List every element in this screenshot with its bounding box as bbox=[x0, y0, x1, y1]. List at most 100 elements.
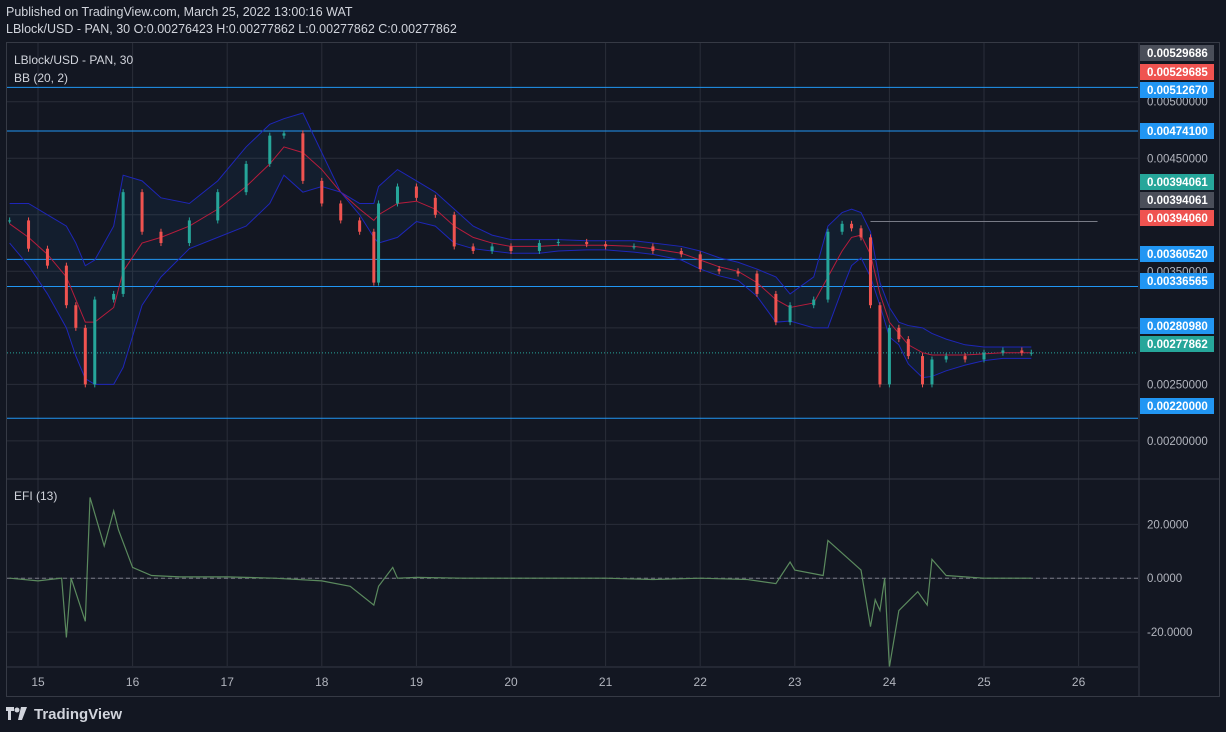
efi-y-tick-label: 0.0000 bbox=[1147, 573, 1182, 585]
candle-body bbox=[320, 180, 324, 204]
tradingview-logo-icon bbox=[6, 707, 27, 720]
candle-body bbox=[963, 356, 967, 360]
candle-body bbox=[736, 271, 740, 274]
bb-legend: BB (20, 2) bbox=[14, 71, 68, 85]
x-tick-label: 23 bbox=[788, 675, 802, 689]
chart-frame bbox=[6, 42, 1220, 697]
x-tick-label: 15 bbox=[31, 675, 45, 689]
horizontal-lines bbox=[7, 86, 1138, 419]
bb-fill bbox=[9, 113, 1032, 385]
candle-body bbox=[651, 246, 655, 251]
candle-body bbox=[585, 241, 589, 245]
price-labels: 0.00529686 0.00529685 0.00512670 0.00474100… bbox=[1140, 45, 1214, 414]
candle-body bbox=[850, 223, 854, 229]
price-label-bg bbox=[1140, 64, 1214, 80]
candle-body bbox=[878, 305, 882, 385]
candle-body bbox=[717, 269, 721, 272]
candle-body bbox=[774, 293, 778, 323]
price-label-bg bbox=[1140, 192, 1214, 208]
x-tick-label: 19 bbox=[410, 675, 424, 689]
price-label-bg bbox=[1140, 174, 1214, 190]
candle-body bbox=[83, 327, 87, 385]
price-label-bg bbox=[1140, 318, 1214, 334]
candle-body bbox=[537, 243, 541, 251]
candle-body bbox=[395, 186, 399, 204]
candle-body bbox=[859, 228, 863, 238]
price-label-bg bbox=[1140, 82, 1214, 98]
candle-body bbox=[452, 214, 456, 247]
candle-body bbox=[1001, 350, 1005, 353]
efi-y-tick-label: 20.0000 bbox=[1147, 519, 1189, 531]
candle-body bbox=[812, 299, 816, 306]
candle-body bbox=[887, 327, 891, 385]
price-label: 0.00474100 bbox=[1147, 126, 1208, 138]
efi-line bbox=[9, 497, 1032, 668]
price-label: 0.00394060 bbox=[1147, 213, 1208, 225]
candle-body bbox=[112, 293, 116, 300]
x-tick-label: 26 bbox=[1072, 675, 1086, 689]
candle-body bbox=[632, 246, 636, 248]
candle-body bbox=[140, 192, 144, 232]
x-tick-label: 24 bbox=[883, 675, 897, 689]
candle-body bbox=[826, 231, 830, 300]
candle-body bbox=[244, 163, 248, 193]
price-label: 0.00394061 bbox=[1147, 177, 1208, 189]
y-tick-label: 0.00450000 bbox=[1147, 153, 1208, 165]
candle-body bbox=[8, 220, 12, 222]
x-tick-label: 17 bbox=[221, 675, 235, 689]
published-info: Published on TradingView.com, March 25, … bbox=[6, 5, 353, 19]
candle-body bbox=[788, 305, 792, 323]
footer: TradingView bbox=[6, 704, 122, 724]
candle-body bbox=[840, 223, 844, 232]
price-label-bg bbox=[1140, 398, 1214, 414]
y-tick-label: 0.00250000 bbox=[1147, 379, 1208, 391]
candle-body bbox=[358, 220, 362, 232]
candle-body bbox=[268, 135, 272, 164]
candle-body bbox=[93, 299, 97, 385]
candle-body bbox=[921, 356, 925, 385]
price-label: 0.00512670 bbox=[1147, 85, 1208, 97]
candle-body bbox=[906, 339, 910, 357]
candle-body bbox=[45, 248, 49, 266]
candle-body bbox=[868, 237, 872, 306]
price-label: 0.00280980 bbox=[1147, 321, 1208, 333]
price-label: 0.00336565 bbox=[1147, 276, 1208, 288]
grid bbox=[7, 43, 1138, 666]
price-label-bg bbox=[1140, 45, 1214, 61]
tradingview-brand: TradingView bbox=[34, 705, 123, 723]
publish-header: Published on TradingView.com, March 25, … bbox=[0, 0, 1226, 42]
candle-body bbox=[1029, 352, 1033, 354]
candle-body bbox=[944, 356, 948, 360]
x-tick-label: 20 bbox=[504, 675, 518, 689]
y-tick-label: 0.00500000 bbox=[1147, 97, 1208, 109]
candles bbox=[8, 130, 1033, 388]
candle-body bbox=[414, 186, 418, 198]
efi-pane bbox=[7, 497, 1138, 668]
candle-body bbox=[471, 246, 475, 251]
x-tick-label: 22 bbox=[694, 675, 708, 689]
x-tick-label: 18 bbox=[315, 675, 329, 689]
price-label-bg bbox=[1140, 210, 1214, 226]
candle-body bbox=[74, 305, 78, 328]
price-label-bg bbox=[1140, 123, 1214, 139]
candle-body bbox=[64, 265, 68, 306]
candle-body bbox=[490, 246, 494, 251]
y-tick-label: 0.00200000 bbox=[1147, 436, 1208, 448]
candle-body bbox=[556, 241, 560, 244]
efi-legend: EFI (13) bbox=[14, 489, 57, 503]
candle-body bbox=[27, 220, 31, 249]
x-tick-label: 25 bbox=[977, 675, 991, 689]
candle-body bbox=[282, 133, 286, 136]
candle-body bbox=[216, 192, 220, 221]
symbol-legend: LBlock/USD - PAN, 30 bbox=[14, 53, 133, 67]
axes: 15 16 17 18 19 20 21 22 23 24 25 26 0.00200000 0.0025… bbox=[7, 43, 1220, 697]
candle-body bbox=[679, 250, 683, 255]
candle-body bbox=[159, 231, 163, 244]
price-label-bg bbox=[1140, 336, 1214, 352]
efi-y-tick-label: -20.0000 bbox=[1147, 627, 1192, 639]
candle-body bbox=[377, 203, 381, 283]
bollinger-bands bbox=[9, 112, 1032, 385]
x-tick-label: 21 bbox=[599, 675, 613, 689]
candle-body bbox=[897, 327, 901, 340]
